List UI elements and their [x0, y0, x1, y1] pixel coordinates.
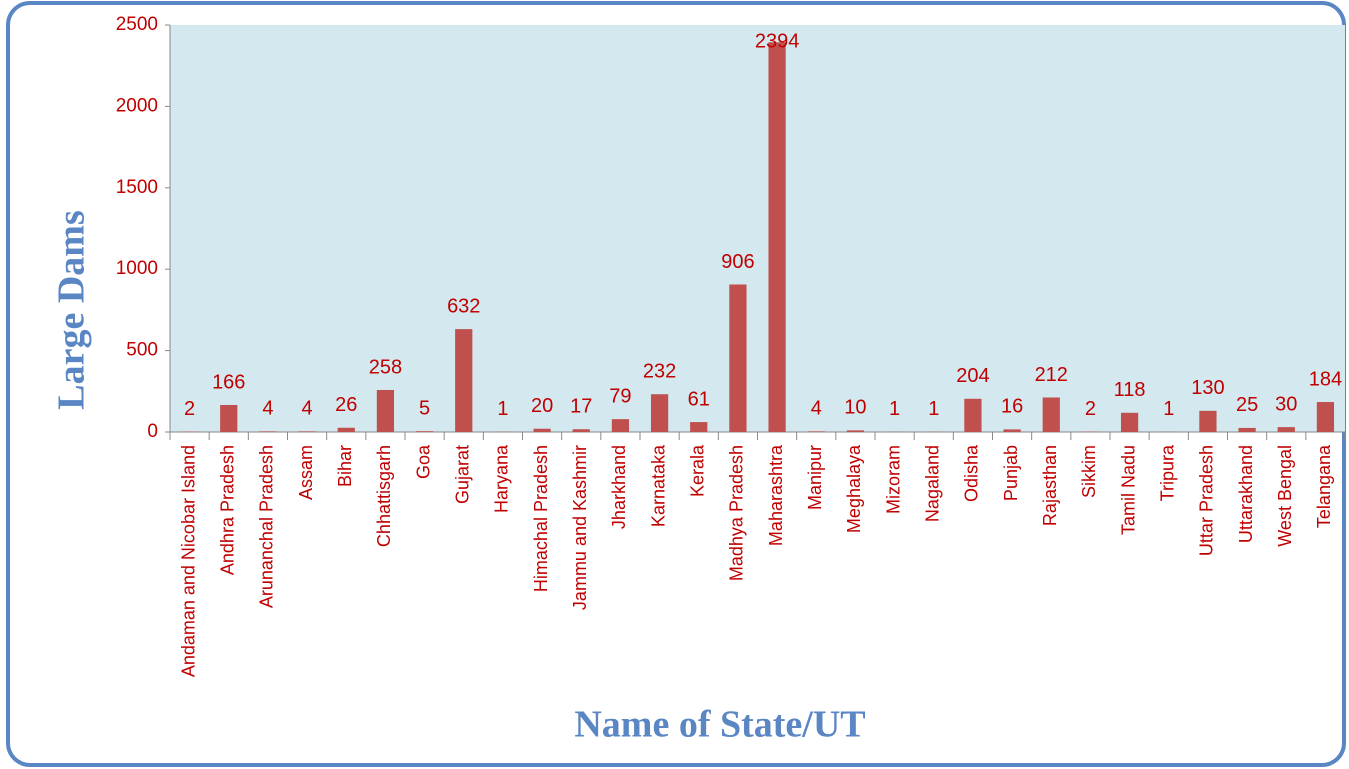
- data-label: 4: [262, 398, 273, 420]
- data-label: 17: [570, 396, 592, 418]
- x-tick-label: Tamil Nadu: [1118, 445, 1138, 535]
- x-tick-label: Karnataka: [648, 444, 668, 527]
- x-tick-label: Maharashtra: [766, 444, 786, 546]
- data-label: 25: [1236, 394, 1258, 416]
- y-tick-label: 2500: [116, 14, 158, 35]
- bar: [611, 419, 630, 432]
- bar: [376, 389, 395, 432]
- bar: [337, 427, 355, 432]
- x-tick-label: Assam: [296, 445, 316, 500]
- y-tick-label: 2000: [116, 95, 158, 116]
- x-tick-label: Odisha: [962, 444, 982, 502]
- bar: [1003, 429, 1021, 432]
- data-label: 61: [688, 388, 710, 410]
- y-tick-label: 1000: [116, 258, 158, 279]
- x-tick-label: Gujarat: [453, 445, 473, 504]
- data-label: 1: [1163, 398, 1174, 420]
- data-label: 204: [956, 365, 989, 387]
- bar: [807, 431, 825, 432]
- y-tick-label: 500: [126, 340, 158, 361]
- bar: [729, 284, 747, 432]
- data-label: 184: [1309, 368, 1342, 390]
- bar: [690, 422, 708, 432]
- bar: [846, 430, 865, 432]
- x-tick-label: Kerala: [688, 444, 708, 497]
- x-tick-label: Andaman and Nicobar Island: [178, 445, 198, 677]
- x-tick-label: Sikkim: [1079, 445, 1099, 498]
- data-label: 2: [1085, 398, 1096, 420]
- x-tick-label: Haryana: [492, 444, 512, 513]
- data-label: 10: [844, 397, 866, 419]
- data-label: 166: [212, 371, 245, 393]
- bar: [1316, 402, 1335, 432]
- x-tick-label: Manipur: [805, 445, 825, 510]
- data-label: 632: [447, 295, 480, 317]
- bar: [259, 431, 277, 432]
- plot-area: [170, 25, 1345, 432]
- data-label: 4: [811, 398, 822, 420]
- bar: [455, 329, 473, 432]
- data-label: 906: [721, 251, 754, 273]
- data-label: 118: [1114, 379, 1146, 401]
- data-label: 232: [643, 361, 676, 383]
- bar: [1238, 427, 1256, 432]
- x-tick-label: Punjab: [1001, 445, 1021, 501]
- data-label: 2: [184, 398, 195, 420]
- y-axis-title: Large Dams: [51, 210, 93, 409]
- x-tick-label: Telangana: [1314, 444, 1334, 528]
- data-label: 258: [369, 356, 402, 378]
- x-tick-label: Andhra Pradesh: [218, 445, 238, 575]
- data-label: 16: [1001, 396, 1023, 418]
- bar: [1277, 427, 1295, 432]
- bar: [572, 429, 590, 432]
- data-label: 2394: [755, 30, 800, 52]
- data-label: 26: [335, 394, 357, 416]
- x-tick-label: Jharkhand: [609, 445, 629, 529]
- x-tick-label: West Bengal: [1275, 445, 1295, 547]
- x-tick-label: Chhattisgarh: [374, 445, 394, 547]
- data-label: 5: [419, 397, 430, 419]
- bar: [1042, 397, 1060, 432]
- bar: [650, 394, 669, 432]
- data-label: 1: [497, 398, 508, 420]
- bar: [298, 431, 316, 432]
- x-tick-label: Madhya Pradesh: [727, 445, 747, 581]
- x-tick-label: Uttar Pradesh: [1197, 445, 1217, 556]
- x-tick-label: Himachal Pradesh: [531, 445, 551, 592]
- bar: [533, 428, 551, 432]
- x-tick-label: Goa: [413, 444, 433, 479]
- data-label: 212: [1035, 364, 1068, 386]
- bar: [1199, 410, 1217, 432]
- x-tick-label: Uttarakhand: [1236, 445, 1256, 543]
- data-label: 130: [1191, 377, 1224, 399]
- bar: [1120, 412, 1139, 432]
- data-label: 1: [928, 398, 939, 420]
- x-tick-label: Jammu and Kashmir: [570, 445, 590, 610]
- x-axis-title: Name of State/UT: [574, 704, 865, 746]
- bar: [220, 404, 238, 432]
- data-label: 79: [609, 385, 631, 407]
- x-tick-label: Tripura: [1158, 444, 1178, 501]
- x-tick-label: Bihar: [335, 445, 355, 487]
- x-tick-label: Rajasthan: [1040, 445, 1060, 526]
- y-tick-label: 0: [147, 421, 158, 442]
- x-tick-label: Arunanchal Pradesh: [257, 445, 277, 608]
- x-tick-label: Mizoram: [883, 445, 903, 514]
- bar: [768, 42, 786, 432]
- data-label: 4: [302, 398, 313, 420]
- x-tick-label: Meghalaya: [844, 444, 864, 533]
- bar: [415, 431, 434, 432]
- y-tick-label: 1500: [116, 177, 158, 198]
- x-tick-label: Nagaland: [923, 445, 943, 522]
- data-label: 20: [531, 395, 553, 417]
- data-label: 30: [1275, 393, 1297, 415]
- bar: [964, 398, 982, 432]
- data-label: 1: [889, 398, 900, 420]
